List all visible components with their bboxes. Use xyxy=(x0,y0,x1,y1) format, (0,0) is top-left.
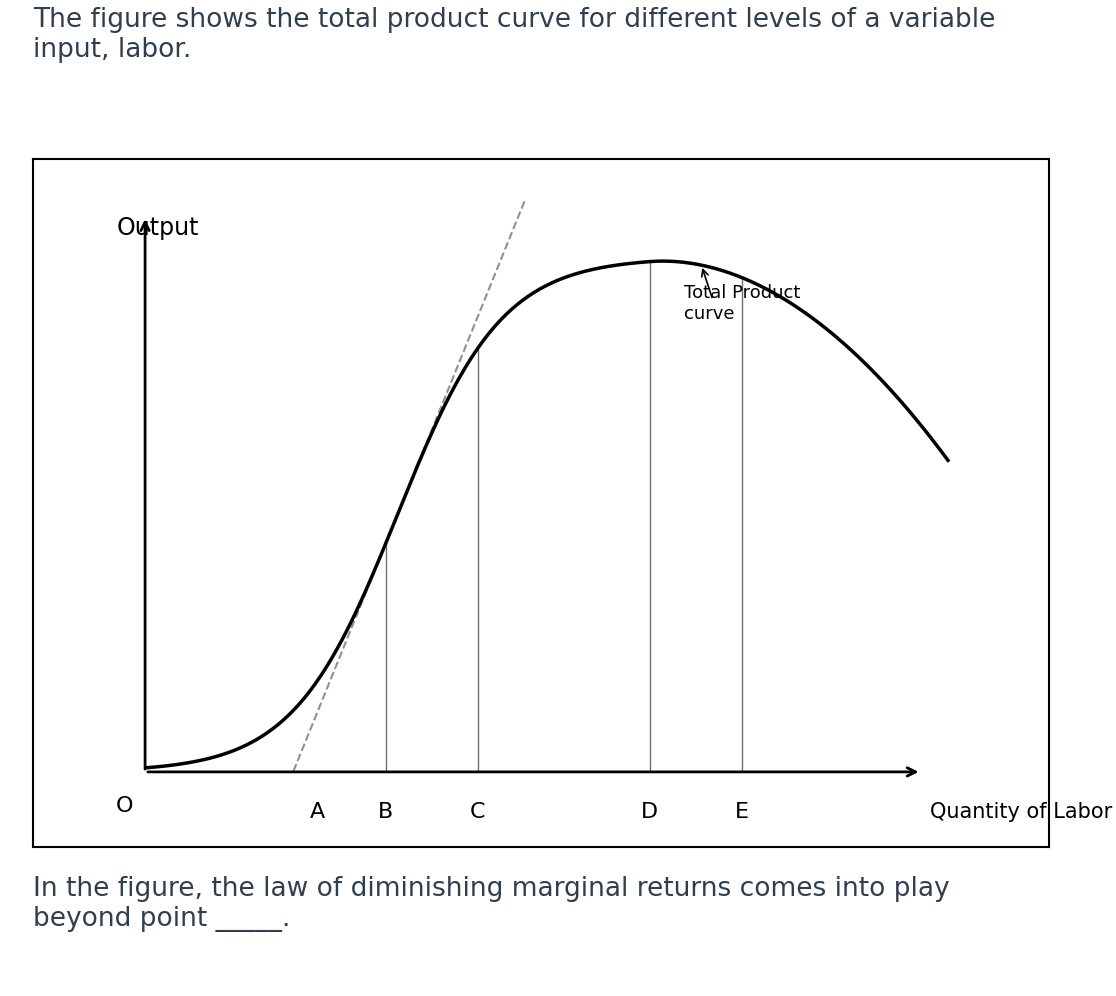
Text: E: E xyxy=(734,802,749,822)
Text: Output: Output xyxy=(116,216,199,240)
Text: B: B xyxy=(378,802,394,822)
Text: D: D xyxy=(642,802,658,822)
Text: A: A xyxy=(309,802,325,822)
Text: Quantity of Labor: Quantity of Labor xyxy=(930,802,1112,822)
Text: In the figure, the law of diminishing marginal returns comes into play
beyond po: In the figure, the law of diminishing ma… xyxy=(33,876,950,932)
Text: O: O xyxy=(116,797,133,817)
Text: The figure shows the total product curve for different levels of a variable
inpu: The figure shows the total product curve… xyxy=(33,7,995,63)
Text: C: C xyxy=(470,802,485,822)
Text: Total Product
curve: Total Product curve xyxy=(684,284,800,323)
